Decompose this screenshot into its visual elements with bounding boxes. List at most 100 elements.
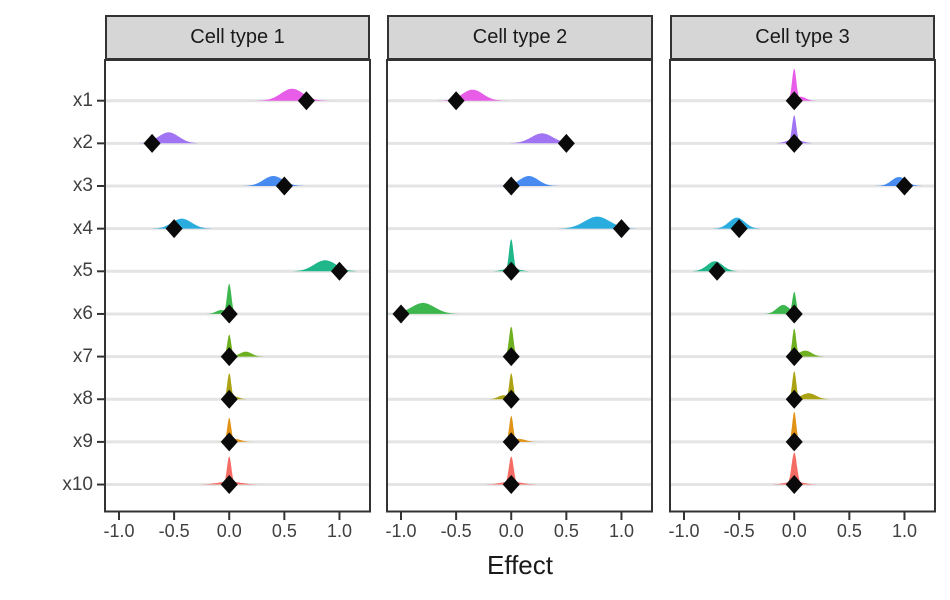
- estimate-diamond-x3: [275, 176, 293, 196]
- density-x8: [221, 373, 238, 400]
- panel-border: [386, 59, 653, 513]
- density-x9: [786, 411, 803, 442]
- density-x3: [238, 176, 309, 186]
- density-x1: [252, 88, 332, 101]
- density-x8: [786, 371, 803, 400]
- panel-background: [105, 60, 370, 512]
- y-axis-label-x2: x2: [72, 132, 93, 154]
- estimate-diamond-x5: [708, 261, 726, 281]
- y-axis-label-x10: x10: [62, 473, 93, 495]
- panel-border: [669, 59, 936, 513]
- density-x3: [872, 177, 926, 186]
- x-tick-label: -0.5: [440, 521, 472, 541]
- panel-background: [387, 60, 652, 512]
- y-axis-label-x5: x5: [72, 260, 93, 282]
- estimate-diamond-x7: [502, 347, 520, 367]
- x-tick-label: 0.5: [553, 521, 579, 541]
- facet-title: Cell type 3: [755, 26, 850, 48]
- facet-strip-2: Cell type 2: [387, 15, 653, 60]
- estimate-diamond-x2: [785, 133, 803, 153]
- estimate-diamond-x8: [785, 389, 803, 409]
- x-tick-label: -1.0: [103, 521, 135, 541]
- density-x10: [501, 456, 521, 485]
- x-tick-label: 0.0: [498, 521, 524, 541]
- facet-title: Cell type 1: [190, 26, 285, 48]
- density-x7: [786, 328, 803, 357]
- facet-strip-3: Cell type 3: [670, 15, 935, 60]
- panel-border: [104, 59, 371, 513]
- estimate-diamond-x5: [330, 261, 348, 281]
- estimate-diamond-x1: [785, 91, 803, 111]
- estimate-diamond-x3: [502, 176, 520, 196]
- x-tick-label: 0.5: [836, 521, 862, 541]
- estimate-diamond-x9: [785, 432, 803, 452]
- y-axis-label-x4: x4: [72, 217, 93, 239]
- density-x2: [502, 133, 582, 144]
- density-x5: [285, 260, 365, 272]
- density-x2: [785, 115, 804, 144]
- density-x6: [760, 304, 807, 314]
- density-x10: [220, 456, 239, 485]
- density-x10: [783, 452, 805, 485]
- density-x4: [551, 216, 644, 229]
- facet-title: Cell type 2: [472, 26, 568, 48]
- estimate-diamond-x3: [895, 176, 913, 196]
- density-x7: [502, 326, 521, 357]
- density-x6: [786, 291, 803, 314]
- estimate-diamond-x4: [730, 219, 748, 239]
- y-axis-label-x7: x7: [72, 345, 93, 367]
- density-x8: [484, 395, 523, 400]
- y-axis-label-x1: x1: [72, 89, 93, 111]
- y-axis-label-x3: x3: [72, 175, 93, 196]
- estimate-diamond-x4: [165, 219, 183, 239]
- panel-background: [670, 60, 935, 512]
- estimate-diamond-x9: [502, 432, 520, 452]
- estimate-diamond-x10: [502, 475, 520, 495]
- density-x8: [503, 373, 520, 400]
- estimate-diamond-x4: [612, 219, 630, 239]
- x-tick-label: 1.0: [326, 521, 352, 541]
- x-tick-label: -0.5: [158, 521, 190, 541]
- estimate-diamond-x2: [143, 133, 161, 153]
- estimate-diamond-x8: [502, 389, 520, 409]
- density-x6: [220, 283, 239, 314]
- estimate-diamond-x1: [297, 91, 315, 111]
- estimate-diamond-x2: [557, 133, 575, 153]
- estimate-diamond-x6: [785, 304, 803, 324]
- estimate-diamond-x7: [785, 347, 803, 367]
- estimate-diamond-x6: [392, 304, 410, 324]
- estimate-diamond-x6: [220, 304, 238, 324]
- density-x6: [202, 309, 241, 314]
- estimate-diamond-x5: [502, 261, 520, 281]
- x-tick-label: 1.0: [891, 521, 917, 541]
- x-axis-title: Effect: [486, 550, 553, 580]
- density-x2: [131, 132, 206, 144]
- x-tick-label: -1.0: [668, 521, 700, 541]
- density-x3: [495, 176, 563, 186]
- estimate-diamond-x9: [220, 432, 238, 452]
- density-x9: [221, 417, 238, 442]
- x-tick-label: 1.0: [608, 521, 634, 541]
- density-x6: [388, 302, 466, 314]
- density-x7: [221, 334, 238, 357]
- x-tick-label: 0.0: [781, 521, 807, 541]
- density-x8: [782, 393, 835, 400]
- density-x1: [435, 89, 510, 101]
- density-x5: [502, 239, 521, 272]
- density-x4: [146, 218, 218, 229]
- y-axis-label-x6: x6: [72, 302, 93, 324]
- estimate-diamond-x10: [220, 475, 238, 495]
- density-x7: [224, 351, 267, 357]
- estimate-diamond-x1: [447, 91, 465, 111]
- x-tick-label: 0.0: [216, 521, 242, 541]
- y-axis-label-x9: x9: [72, 430, 93, 452]
- x-tick-label: 0.5: [271, 521, 297, 541]
- density-x9: [503, 415, 520, 442]
- x-tick-label: -1.0: [385, 521, 417, 541]
- facet-strip-1: Cell type 1: [105, 15, 370, 60]
- estimate-diamond-x7: [220, 347, 238, 367]
- estimate-diamond-x10: [785, 475, 803, 495]
- y-axis-label-x8: x8: [72, 388, 93, 410]
